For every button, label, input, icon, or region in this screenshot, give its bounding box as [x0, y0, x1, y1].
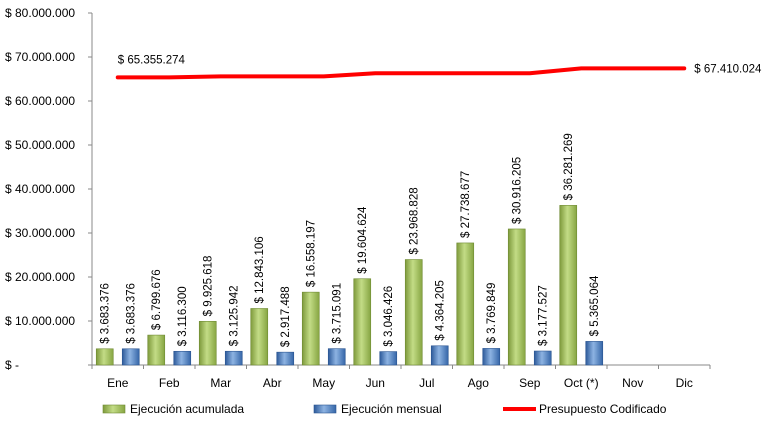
- label-acumulada-abr: $ 12.843.106: [254, 236, 266, 303]
- bar-mensual-jul: [430, 345, 449, 366]
- label-mensual-jul: $ 4.364.205: [435, 280, 447, 341]
- y-tick-label: $ 70.000.000: [5, 50, 75, 64]
- bar-mensual-jun: [379, 351, 398, 366]
- bar-mensual-ago: [482, 348, 501, 366]
- x-axis: Ene Feb Mar Abr May Jun Jul Ago Sep Oct (*) Nov Dic: [91, 364, 711, 390]
- label-mensual-mar: $ 3.125.942: [229, 285, 241, 346]
- legend-swatch-acumulada: [102, 404, 126, 414]
- bar-mensual-feb: [173, 350, 192, 366]
- bar-acumulada-ago: [456, 242, 475, 366]
- legend-label-presupuesto: Presupuesto Codificado: [539, 402, 667, 416]
- y-tick-label: $ -: [5, 358, 19, 372]
- label-acumulada-jul: $ 23.968.828: [409, 187, 421, 254]
- label-mensual-oct: $ 5.365.064: [589, 275, 601, 336]
- label-presupuesto-dic: $ 67.410.024: [694, 63, 762, 75]
- label-mensual-jun: $ 3.046.426: [383, 286, 395, 347]
- y-tick-label: $ 60.000.000: [5, 94, 75, 108]
- bar-acumulada-oct: [559, 205, 578, 366]
- label-mensual-abr: $ 2.917.488: [280, 286, 292, 347]
- x-tick-label-mar: Mar: [210, 376, 231, 390]
- bar-mensual-abr: [276, 351, 295, 366]
- bar-acumulada-jul: [404, 259, 423, 366]
- bar-acumulada-jun: [353, 278, 372, 366]
- bar-mensual-sep: [533, 350, 552, 366]
- x-tick-label-ago: Ago: [468, 376, 490, 390]
- bar-acumulada-may: [301, 291, 320, 366]
- x-tick-label-jul: Jul: [419, 376, 434, 390]
- series-presupuesto-codificado: [115, 66, 687, 80]
- label-acumulada-feb: $ 6.799.676: [151, 269, 163, 330]
- legend-label-mensual: Ejecución mensual: [341, 402, 442, 416]
- y-tick-label: $ 30.000.000: [5, 226, 75, 240]
- x-tick-label-ene: Ene: [107, 376, 129, 390]
- legend-swatch-mensual: [313, 404, 337, 414]
- x-tick-label-jun: Jun: [366, 376, 385, 390]
- y-tick-label: $ 50.000.000: [5, 138, 75, 152]
- label-presupuesto-ene: $ 65.355.274: [118, 54, 186, 66]
- x-tick-label-abr: Abr: [263, 376, 282, 390]
- y-axis: $ - $ 10.000.000 $ 20.000.000 $ 30.000.000 $…: [5, 6, 93, 372]
- series-ejecucion-mensual: [121, 341, 604, 366]
- label-acumulada-oct: $ 36.281.269: [563, 133, 575, 200]
- bar-acumulada-sep: [507, 228, 526, 366]
- x-tick-label-oct: Oct (*): [564, 376, 599, 390]
- bar-mensual-oct: [585, 341, 604, 366]
- legend-label-acumulada: Ejecución acumulada: [130, 402, 244, 416]
- label-mensual-may: $ 3.715.091: [332, 283, 344, 344]
- label-mensual-feb: $ 3.116.300: [177, 286, 189, 346]
- label-acumulada-mar: $ 9.925.618: [203, 256, 215, 317]
- label-mensual-ene: $ 3.683.376: [126, 283, 138, 344]
- line-presupuesto-codificado: [115, 66, 687, 80]
- bar-acumulada-abr: [250, 308, 269, 366]
- x-tick-label-feb: Feb: [159, 376, 180, 390]
- label-acumulada-ago: $ 27.738.677: [460, 171, 472, 238]
- legend: Ejecución acumulada Ejecución mensual Pres…: [102, 402, 667, 416]
- y-tick-label: $ 20.000.000: [5, 270, 75, 284]
- x-tick-label-dic: Dic: [676, 376, 693, 390]
- label-acumulada-may: $ 16.558.197: [306, 220, 318, 287]
- label-acumulada-jun: $ 19.604.624: [357, 206, 369, 274]
- bar-mensual-ene: [121, 348, 140, 366]
- bar-acumulada-ene: [95, 348, 114, 366]
- series-ejecucion-acumulada: [95, 205, 578, 366]
- label-acumulada-sep: $ 30.916.205: [512, 157, 524, 224]
- bar-mensual-mar: [224, 350, 243, 366]
- x-tick-label-sep: Sep: [519, 376, 541, 390]
- bar-mensual-may: [327, 348, 346, 366]
- bar-acumulada-mar: [198, 321, 217, 366]
- label-mensual-ago: $ 3.769.849: [486, 283, 498, 344]
- y-tick-label: $ 10.000.000: [5, 314, 75, 328]
- x-tick-label-may: May: [312, 376, 335, 390]
- label-mensual-sep: $ 3.177.527: [538, 285, 550, 346]
- data-labels: $ 3.683.376 $ 3.683.376 $ 6.799.676 $ 3.116…: [100, 54, 762, 347]
- y-tick-label: $ 80.000.000: [5, 6, 75, 20]
- x-tick-label-nov: Nov: [622, 376, 643, 390]
- label-acumulada-ene: $ 3.683.376: [100, 283, 112, 344]
- y-tick-label: $ 40.000.000: [5, 182, 75, 196]
- bar-acumulada-feb: [147, 334, 166, 366]
